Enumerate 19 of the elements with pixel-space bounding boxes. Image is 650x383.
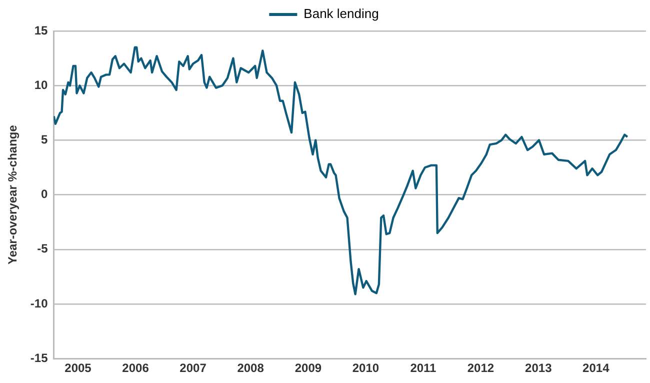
x-tick-label: 2014 xyxy=(582,361,610,376)
x-tick-label: 2007 xyxy=(180,361,207,376)
x-tick-label: 2005 xyxy=(64,361,92,376)
x-tick-label: 2009 xyxy=(294,361,322,376)
y-tick-label: -15 xyxy=(30,350,48,365)
y-tick-label: -10 xyxy=(30,296,48,310)
y-tick-label: -5 xyxy=(37,242,48,256)
y-tick-label: 10 xyxy=(34,78,48,92)
x-tick-label: 2006 xyxy=(122,361,150,376)
x-tick-label: 2013 xyxy=(525,361,552,376)
x-tick-label: 2008 xyxy=(237,361,264,376)
y-tick-label: 15 xyxy=(34,23,48,38)
x-tick-label: 2010 xyxy=(352,361,380,376)
x-tick-label: 2012 xyxy=(467,361,494,376)
y-tick-label: 0 xyxy=(41,187,48,202)
x-tick-label: 2011 xyxy=(410,361,437,376)
legend-label: Bank lending xyxy=(304,6,379,22)
y-tick-label: 5 xyxy=(41,132,48,147)
y-axis-title: Year-overyear %-change xyxy=(6,124,20,265)
